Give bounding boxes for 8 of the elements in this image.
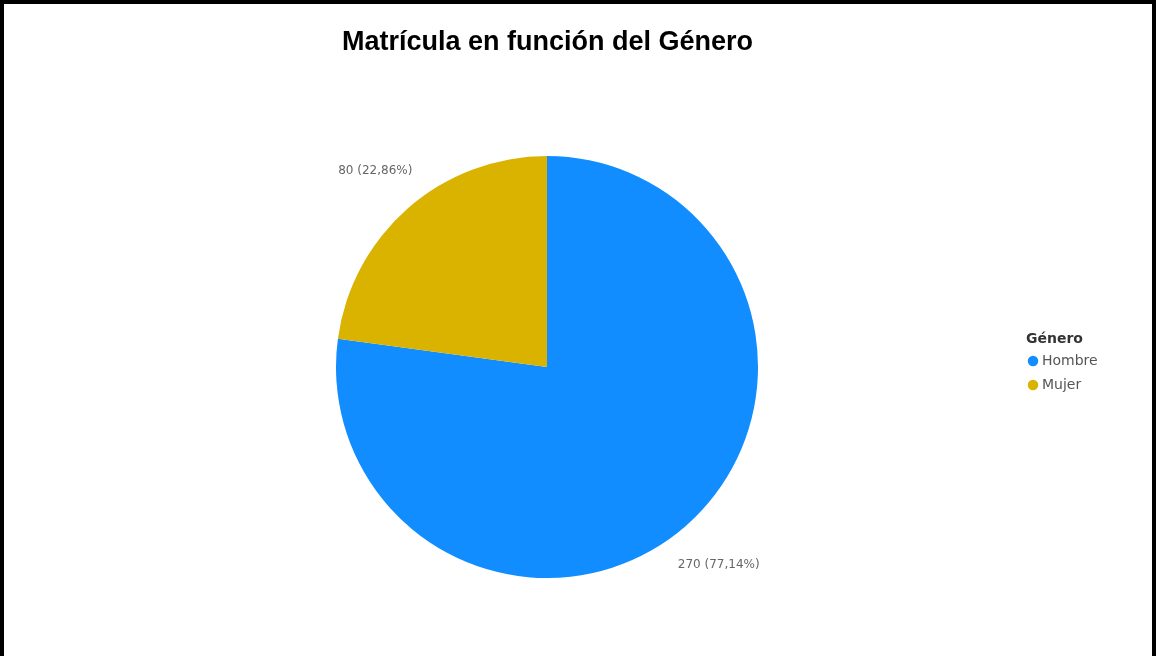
legend-label: Mujer xyxy=(1042,376,1082,392)
legend-title: Género xyxy=(1026,330,1084,346)
pie-slice xyxy=(337,156,547,367)
legend-label: Hombre xyxy=(1042,352,1098,368)
pie-slice xyxy=(336,156,758,578)
chart-title: Matrícula en función del Género xyxy=(342,26,754,56)
data-label: 80 (22,86%) xyxy=(338,163,413,178)
data-label: 270 (77,14%) xyxy=(677,556,760,571)
